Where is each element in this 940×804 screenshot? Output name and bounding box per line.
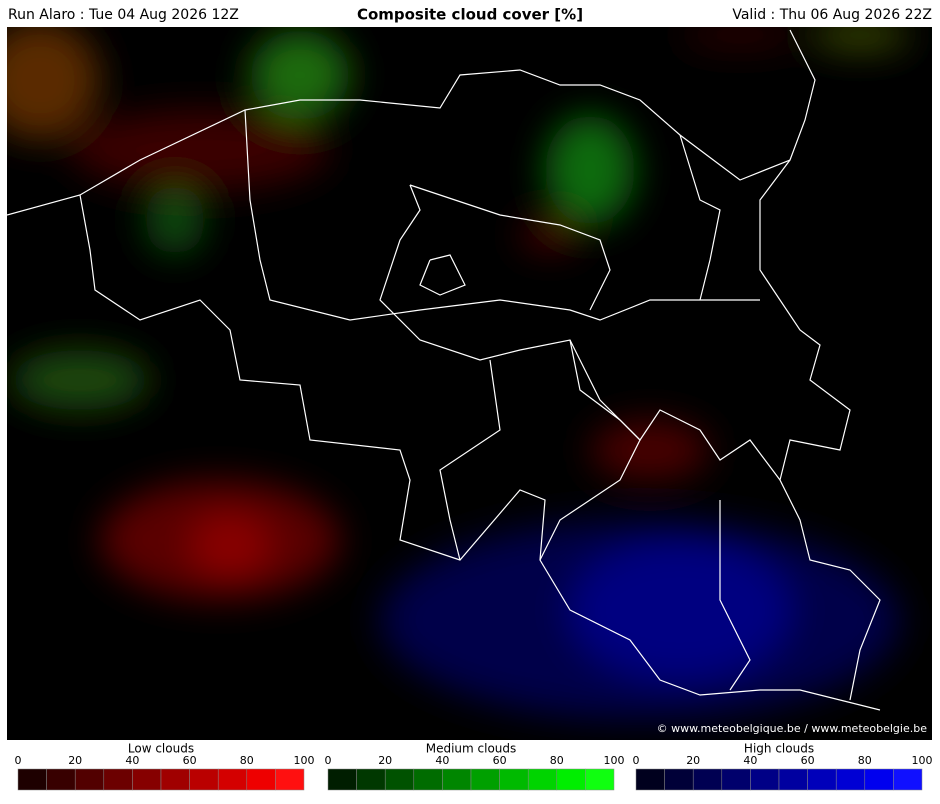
color-swatch (864, 768, 894, 791)
legend-tick-label: 0 (15, 754, 22, 767)
legend-tick-label: 80 (858, 754, 872, 767)
color-swatch (807, 768, 837, 791)
legends: Low clouds 0 20 40 60 80 100 Medium clouds 0 20 40… (15, 742, 933, 791)
color-swatch (356, 768, 386, 791)
legend-tick-label: 0 (325, 754, 332, 767)
legend-tick-label: 100 (912, 754, 933, 767)
color-swatch (721, 768, 751, 791)
color-swatch (413, 768, 443, 791)
color-swatch (246, 768, 276, 791)
borders (7, 29, 881, 711)
color-swatch (103, 768, 133, 791)
legend-tick-label: 60 (493, 754, 507, 767)
color-swatch (442, 768, 472, 791)
color-swatch (327, 768, 357, 791)
legend-tick-label: 80 (550, 754, 564, 767)
color-swatch (893, 768, 923, 791)
color-swatch (384, 768, 415, 791)
color-swatch (778, 768, 808, 791)
legend-tick-label: 20 (68, 754, 82, 767)
color-swatch (189, 768, 219, 791)
map-title: Composite cloud cover [%] (357, 6, 583, 24)
credit: © www.meteobelgique.be / www.meteobelgie… (657, 722, 928, 735)
color-swatch (17, 768, 47, 791)
color-swatch (692, 768, 723, 791)
run-label: Run Alaro : Tue 04 Aug 2026 12Z (8, 7, 239, 23)
color-swatch (750, 768, 780, 791)
color-swatch (835, 768, 866, 791)
legend-tick-label: 0 (633, 754, 640, 767)
legend-tick-label: 100 (604, 754, 625, 767)
valid-label: Valid : Thu 06 Aug 2026 22Z (732, 7, 932, 23)
legend-tick-label: 60 (183, 754, 197, 767)
legend-tick-label: 100 (294, 754, 315, 767)
cloud-field (7, 27, 910, 720)
legend-tick-label: 20 (378, 754, 392, 767)
color-swatch (217, 768, 248, 791)
color-swatch (132, 768, 162, 791)
color-swatch (470, 768, 500, 791)
color-swatch (527, 768, 558, 791)
legend-title: High clouds (744, 742, 814, 756)
legend-tick-label: 40 (125, 754, 139, 767)
legend-tick-label: 20 (686, 754, 700, 767)
color-swatch (499, 768, 529, 791)
color-swatch (585, 768, 615, 791)
color-swatch (664, 768, 694, 791)
legend-tick-label: 60 (801, 754, 815, 767)
legend-tick-label: 80 (240, 754, 254, 767)
legend-title: Medium clouds (426, 742, 517, 756)
color-swatch (556, 768, 586, 791)
legend-title: Low clouds (128, 742, 194, 756)
legend-tick-label: 40 (435, 754, 449, 767)
color-swatch (160, 768, 190, 791)
color-swatch (46, 768, 76, 791)
legend-tick-label: 40 (743, 754, 757, 767)
color-swatch (635, 768, 665, 791)
color-swatch (275, 768, 305, 791)
color-swatch (74, 768, 105, 791)
